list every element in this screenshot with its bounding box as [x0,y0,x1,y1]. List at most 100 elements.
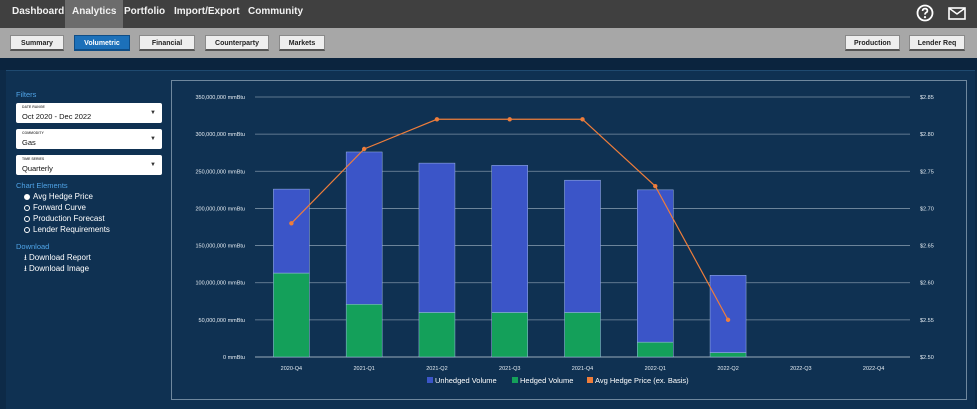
time-series-value: Quarterly [22,164,53,173]
header-strip [0,58,977,70]
hedged-volume-bar [709,352,747,358]
hedged-volume-bar [418,312,456,358]
legend-label: Unhedged Volume [435,376,497,385]
x-tick-label: 2022-Q2 [717,366,738,372]
x-tick-label: 2022-Q1 [645,366,666,372]
x-tick-label: 2020-Q4 [281,366,302,372]
hedged-volume-bar [273,272,310,358]
download-image-label: Download Image [29,264,90,273]
help-circle-icon[interactable] [915,3,935,23]
mail-icon[interactable] [947,3,967,23]
y2-tick-label: $2.65 [920,244,934,250]
option-label: Production Forecast [33,214,105,223]
unhedged-volume-bar [564,179,601,313]
x-tick-label: 2021-Q2 [426,366,447,372]
radio-icon [24,205,30,211]
caret-down-icon: ▼ [150,110,156,116]
legend-swatch [427,377,433,383]
avg-hedge-price-point [580,117,585,122]
date-range-value: Oct 2020 - Dec 2022 [22,112,92,121]
option-label: Avg Hedge Price [33,192,93,201]
y-tick-label: 250,000,000 mmBtu [195,169,245,175]
download-icon: ⭳ [24,264,30,273]
y2-tick-label: $2.85 [920,95,934,101]
production-button[interactable]: Production [845,35,900,51]
option-production-forecast[interactable]: Production Forecast [24,214,164,223]
legend-swatch [587,377,593,383]
nav-import-export[interactable]: Import/Export [174,6,240,17]
nav-analytics[interactable]: Analytics [65,0,124,28]
radio-icon [24,216,30,222]
download-title: Download [16,242,50,251]
legend-swatch [512,377,518,383]
checked-radio-icon [24,194,30,200]
avg-hedge-price-point [289,221,294,226]
x-tick-label: 2022-Q4 [863,366,884,372]
y2-tick-label: $2.80 [920,132,934,138]
y2-tick-label: $2.55 [920,318,934,324]
hedged-volume-bar [637,341,674,358]
download-icon: ⭳ [24,253,30,262]
avg-hedge-price-point [507,117,512,122]
caret-down-icon: ▼ [150,162,156,168]
chart-container: 0 mmBtu 50,000,000 mmBtu 100,000,000 mmBtu… [171,80,967,400]
time-series-label: TIME SERIES [22,157,45,161]
tab-summary[interactable]: Summary [10,35,64,51]
hedged-volume-bar [345,304,383,358]
commodity-label: COMMODITY [22,131,44,135]
date-range-label: DATE RANGE [22,105,45,109]
unhedged-volume-bar [273,188,310,274]
x-tick-label: 2021-Q3 [499,366,520,372]
nav-portfolio[interactable]: Portfolio [124,6,166,17]
radio-icon [24,227,30,233]
y-tick-label: 150,000,000 mmBtu [195,244,245,250]
nav-dashboard[interactable]: Dashboard [12,6,65,17]
option-forward-curve[interactable]: Forward Curve [24,203,164,212]
y-tick-label: 200,000,000 mmBtu [195,206,245,212]
caret-down-icon: ▼ [150,136,156,142]
y-tick-label: 0 mmBtu [223,355,245,361]
tab-markets[interactable]: Markets [279,35,325,51]
y2-tick-label: $2.75 [920,169,934,175]
top-nav: Dashboard Analytics Portfolio Import/Exp… [0,0,977,29]
option-label: Forward Curve [33,203,86,212]
unhedged-volume-bar [637,189,674,343]
volumetric-chart: 0 mmBtu 50,000,000 mmBtu 100,000,000 mmBtu… [195,95,934,385]
unhedged-volume-bar [491,165,528,313]
y2-tick-label: $2.60 [920,281,934,287]
option-avg-hedge-price[interactable]: Avg Hedge Price [24,192,164,201]
commodity-value: Gas [22,138,36,147]
download-report-link[interactable]: ⭳ Download Report [24,253,164,262]
commodity-select[interactable]: COMMODITY Gas ▼ [16,129,162,149]
unhedged-volume-bar [345,151,383,305]
x-tick-label: 2021-Q4 [572,366,593,372]
hedged-volume-bar [564,312,601,358]
time-series-select[interactable]: TIME SERIES Quarterly ▼ [16,155,162,175]
download-image-link[interactable]: ⭳ Download Image [24,264,164,273]
unhedged-volume-bar [709,275,747,353]
y-tick-label: 350,000,000 mmBtu [195,95,245,101]
legend-label: Avg Hedge Price (ex. Basis) [595,376,689,385]
tab-financial[interactable]: Financial [139,35,195,51]
avg-hedge-price-point [653,183,658,189]
nav-community[interactable]: Community [248,6,303,17]
y-tick-label: 300,000,000 mmBtu [195,132,245,138]
option-lender-requirements[interactable]: Lender Requirements [24,225,164,234]
sub-nav: Summary Volumetric Financial Counterpart… [0,28,977,58]
lender-req-button[interactable]: Lender Req [909,35,965,51]
tab-counterparty[interactable]: Counterparty [205,35,269,51]
date-range-select[interactable]: DATE RANGE Oct 2020 - Dec 2022 ▼ [16,103,162,123]
main-panel [6,70,975,409]
avg-hedge-price-point [725,317,731,323]
option-label: Lender Requirements [33,225,110,234]
y2-tick-label: $2.70 [920,206,934,212]
chart-elements-title: Chart Elements [16,181,68,190]
download-report-label: Download Report [29,253,91,262]
x-tick-label: 2021-Q1 [353,366,374,372]
avg-hedge-price-point [361,146,367,152]
filters-sidebar: Filters DATE RANGE Oct 2020 - Dec 2022 ▼… [16,90,164,273]
tab-volumetric[interactable]: Volumetric [74,35,130,51]
y-tick-label: 50,000,000 mmBtu [199,318,245,324]
unhedged-volume-bar [418,162,456,313]
legend-label: Hedged Volume [520,376,573,385]
